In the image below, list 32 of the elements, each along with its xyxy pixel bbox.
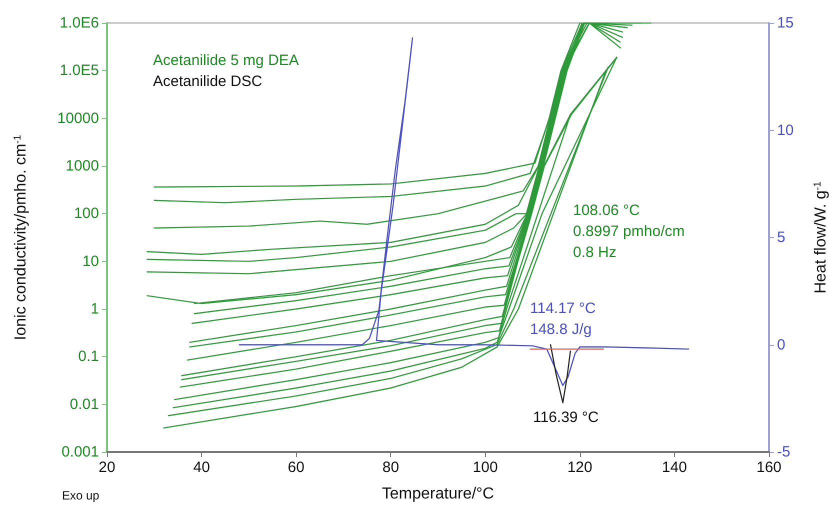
- x-tick-label: 20: [98, 459, 116, 476]
- x-tick-label: 60: [288, 459, 304, 476]
- y-tick-label: 1000: [66, 158, 99, 174]
- y-tick-label: 100: [74, 205, 99, 222]
- y-tick-label: 10000: [57, 110, 99, 127]
- y-tick-label: 1.0E5: [60, 62, 99, 80]
- annotation: Acetanilide 5 mg DEA: [153, 52, 299, 69]
- x-tick-label: 160: [756, 459, 782, 476]
- x-tick-label: 80: [382, 459, 400, 476]
- y-axis-title: Ionic conductivity/pmho. cm-1: [12, 134, 30, 340]
- x-tick-label: 100: [472, 459, 498, 476]
- y2-axis-title: Heat flow/W. g-1: [812, 181, 830, 294]
- y-tick-label: 1.0E6: [60, 14, 99, 32]
- annotation: 116.39 °C: [533, 409, 599, 426]
- y2-tick-label: -5: [777, 444, 790, 460]
- y-tick-label: 0.001: [61, 444, 99, 460]
- text: Exo up: [62, 488, 100, 502]
- y-tick-label: 0.1: [78, 348, 99, 366]
- annotation: 108.06 °C 0.8997 pmho/cm 0.8 Hz: [573, 202, 685, 261]
- x-axis-title: Temperature/°C: [382, 486, 494, 502]
- y2-tick-label: 10: [777, 122, 794, 139]
- annotation: Acetanilide DSC: [153, 73, 262, 90]
- y-tick-label: 1: [90, 300, 99, 318]
- y2-tick-label: 5: [777, 229, 786, 246]
- x-tick-label: 140: [662, 459, 687, 476]
- y2-tick-label: 15: [777, 14, 794, 32]
- x-tick-label: 120: [567, 459, 592, 476]
- y-tick-label: 10: [82, 252, 99, 270]
- y2-tick-label: 0: [777, 336, 786, 354]
- y-tick-label: 0.01: [70, 396, 99, 413]
- x-tick-label: 40: [193, 459, 210, 476]
- annotation: 114.17 °C 148.8 J/g: [530, 300, 596, 338]
